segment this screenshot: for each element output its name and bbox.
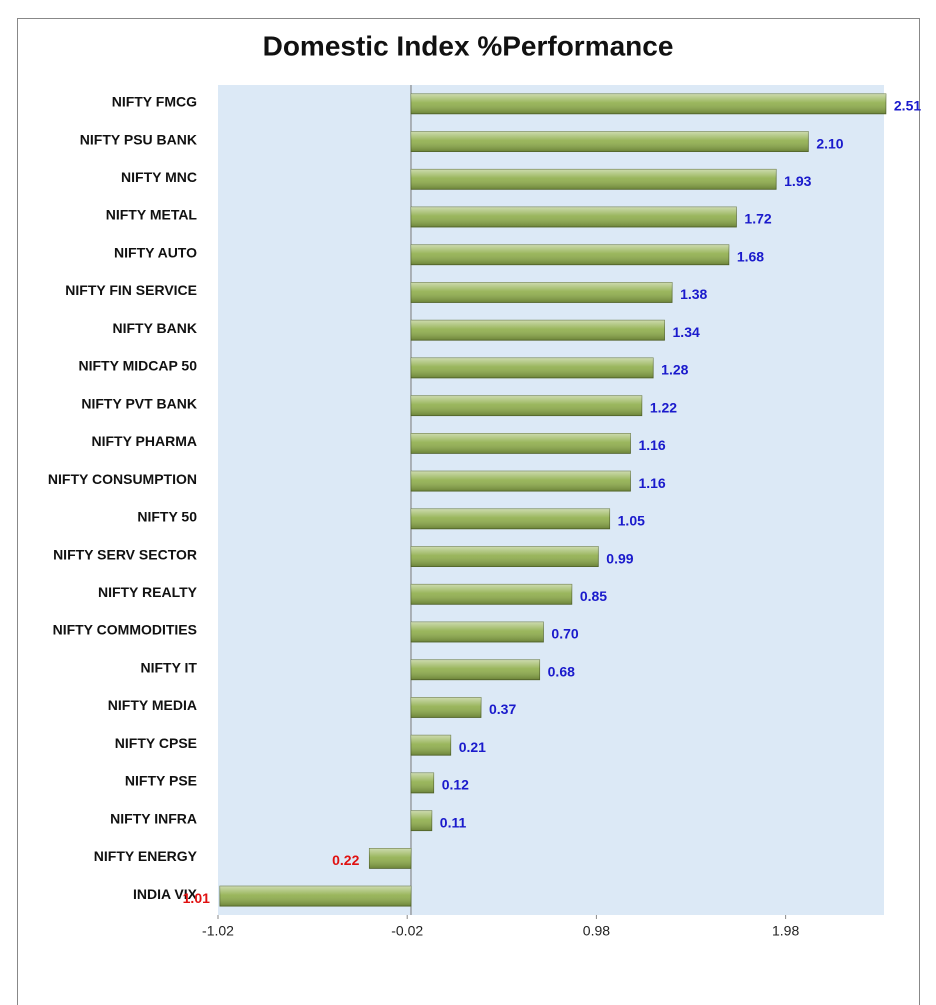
bar [410,508,611,530]
bar [410,357,654,379]
value-label: 1.28 [661,362,688,378]
bar [410,131,809,152]
y-tick-label: NIFTY PSU BANK [80,131,197,147]
bar [410,282,673,303]
value-label: 1.16 [638,475,665,491]
y-tick-label: NIFTY ENERGY [94,848,198,864]
x-tick-label: 1.98 [772,923,799,939]
value-label: 1.68 [737,248,764,264]
y-tick-label: NIFTY REALTY [98,584,198,600]
bar [368,848,412,869]
bar [410,772,435,794]
bar [410,546,599,567]
y-tick-label: NIFTY FMCG [112,94,197,110]
value-label: 1.72 [744,211,771,227]
y-tick-label: NIFTY MEDIA [108,697,197,713]
y-tick-label: NIFTY IT [140,659,197,675]
bar [410,319,665,341]
bar [410,583,573,605]
y-tick-label: NIFTY 50 [137,509,197,525]
y-tick-label: NIFTY PVT BANK [81,395,197,411]
bar [410,810,433,832]
value-label: 0.22 [332,852,359,868]
y-tick-label: INDIA VIX [133,886,198,902]
bar [410,470,631,492]
value-label: 0.99 [606,550,633,566]
x-tick-label: -1.02 [202,923,234,939]
bar [410,433,631,454]
value-label: 0.11 [440,814,467,830]
y-tick-label: NIFTY SERV SECTOR [53,546,197,562]
y-tick-label: NIFTY MIDCAP 50 [78,358,197,374]
y-tick-label: NIFTY INFRA [110,810,197,826]
value-label: 2.51 [894,98,921,114]
bar [410,395,643,417]
value-label: 1.16 [638,437,665,453]
y-tick-label: NIFTY COMMODITIES [53,622,197,638]
bar [410,621,544,643]
bar [219,885,412,907]
value-label: 1.22 [650,399,677,415]
value-label: 0.12 [442,777,469,793]
y-tick-label: NIFTY PHARMA [91,433,197,449]
x-tick-label: 0.98 [583,923,610,939]
value-label: 0.68 [548,663,575,679]
bar [410,734,452,756]
value-label: 1.34 [673,324,700,340]
bar [410,244,730,266]
bar [410,168,777,190]
bar [410,659,541,681]
y-tick-label: NIFTY CONSUMPTION [48,471,197,487]
y-tick-label: NIFTY PSE [125,773,197,789]
bar [410,93,887,115]
bar [410,206,737,228]
value-label: 0.21 [459,739,486,755]
value-label: 0.85 [580,588,607,604]
value-label: 1.38 [680,286,707,302]
y-tick-label: NIFTY AUTO [114,244,197,260]
value-label: 0.70 [551,626,578,642]
value-label: 2.10 [816,135,843,151]
value-label: 1.05 [618,513,645,529]
y-tick-label: NIFTY METAL [106,207,198,223]
value-label: 1.93 [784,173,811,189]
chart-title: Domestic Index %Performance [263,30,674,61]
value-label: 0.37 [489,701,516,717]
y-tick-label: NIFTY FIN SERVICE [65,282,197,298]
value-label: 1.01 [183,890,210,906]
y-tick-label: NIFTY MNC [121,169,197,185]
y-tick-label: NIFTY BANK [112,320,197,336]
y-tick-label: NIFTY CPSE [115,735,197,751]
bar [410,697,482,718]
x-tick-label: -0.02 [391,923,423,939]
